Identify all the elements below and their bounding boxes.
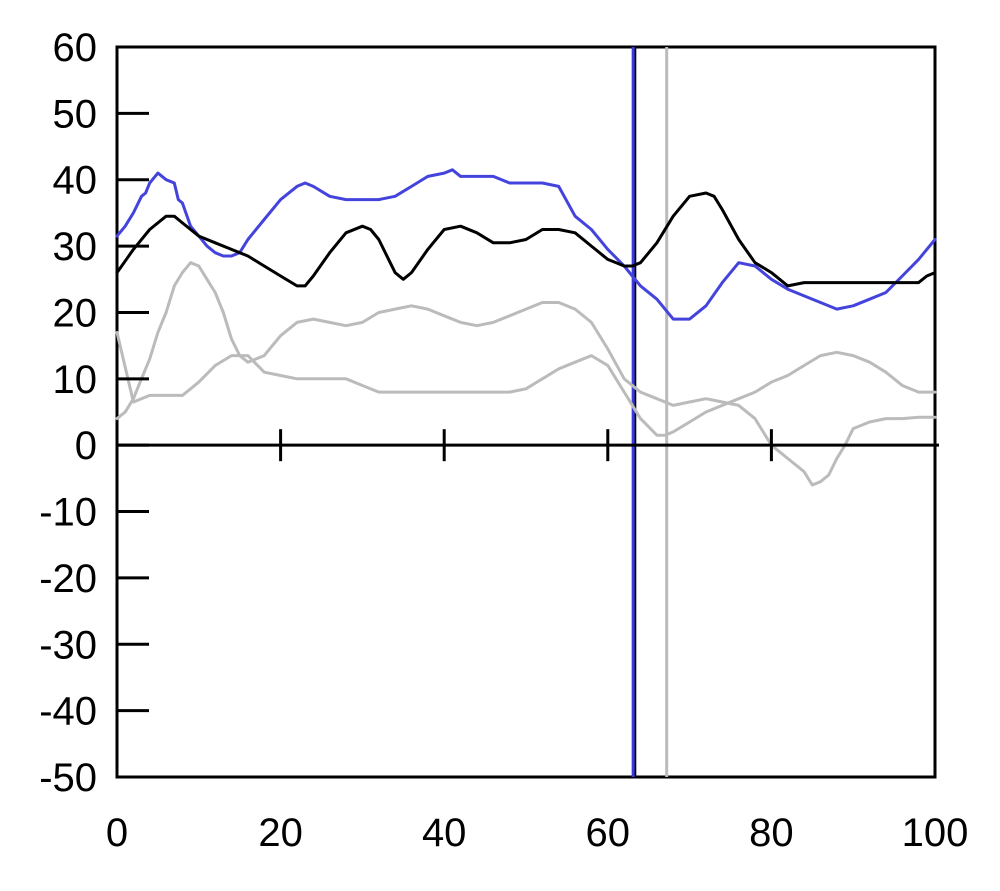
series-layer <box>115 168 937 487</box>
y-tick-label: -40 <box>39 690 97 734</box>
y-tick-label: 40 <box>53 159 98 203</box>
y-tick-label: -20 <box>39 557 97 601</box>
series-line-4 <box>115 330 937 437</box>
x-tick-label: 0 <box>106 811 128 855</box>
y-axis-ticks: 60 50 40 30 20 10 0 -10 -20 -30 -40 -50 <box>39 26 149 800</box>
series-line-3 <box>115 261 937 487</box>
y-tick-label: -30 <box>39 623 97 667</box>
x-tick-label: 60 <box>586 811 631 855</box>
y-tick-label: 30 <box>53 225 98 269</box>
x-tick-label: 80 <box>749 811 794 855</box>
series-line-1 <box>115 168 937 321</box>
y-tick-label: 50 <box>53 92 98 136</box>
x-tick-label: 100 <box>902 811 969 855</box>
x-axis-ticks: 0 20 40 60 80 100 <box>106 429 969 855</box>
x-tick-label: 20 <box>258 811 303 855</box>
y-tick-label: 20 <box>53 291 98 335</box>
y-tick-label: -10 <box>39 491 97 535</box>
plot-frame <box>115 45 937 779</box>
x-tick-label: 40 <box>422 811 467 855</box>
y-tick-label: -50 <box>39 756 97 800</box>
y-tick-label: 0 <box>75 424 97 468</box>
series-line-2 <box>115 191 937 288</box>
y-tick-label: 60 <box>53 26 98 70</box>
y-tick-label: 10 <box>53 358 98 402</box>
